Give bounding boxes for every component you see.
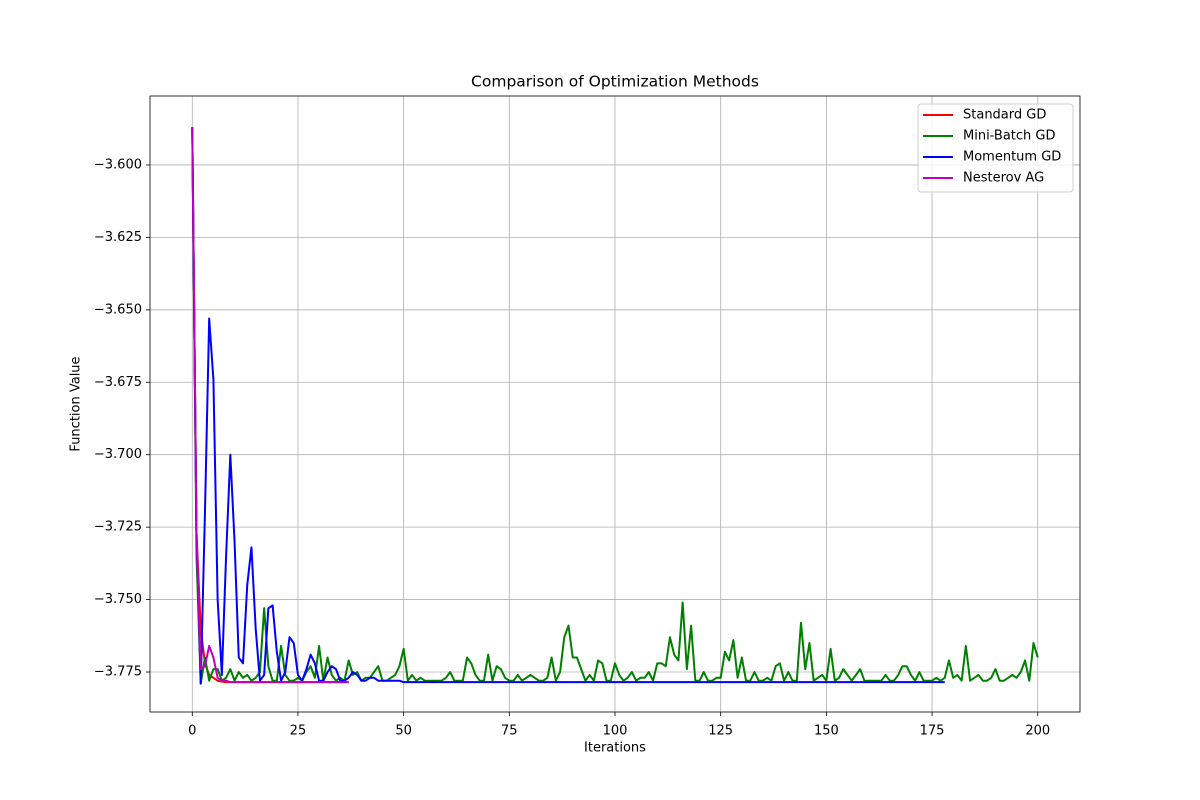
x-tick-label: 150 — [814, 724, 839, 739]
x-tick-label: 25 — [290, 724, 307, 739]
x-tick-label: 100 — [603, 724, 628, 739]
y-tick-label: −3.700 — [94, 447, 142, 462]
series-line — [191, 127, 945, 685]
x-tick-label: 75 — [501, 724, 518, 739]
legend-label: Nesterov AG — [963, 171, 1044, 186]
x-axis-label: Iterations — [584, 741, 646, 756]
y-axis-label: Function Value — [69, 356, 84, 451]
legend-box — [917, 103, 1074, 193]
y-tick-label: −3.650 — [94, 302, 142, 317]
series-line — [191, 127, 1039, 685]
x-tick-label: 50 — [395, 724, 412, 739]
legend-label: Mini-Batch GD — [963, 129, 1056, 144]
y-tick-label: −3.775 — [94, 665, 142, 680]
y-tick-label: −3.600 — [94, 157, 142, 172]
x-tick-label: 125 — [708, 724, 733, 739]
series-line — [191, 127, 349, 684]
y-tick-label: −3.675 — [94, 375, 142, 390]
x-tick-label: 0 — [188, 724, 196, 739]
y-tick-label: −3.625 — [94, 230, 142, 245]
legend-label: Standard GD — [963, 108, 1046, 123]
legend-label: Momentum GD — [963, 150, 1061, 165]
chart-title: Comparison of Optimization Methods — [471, 73, 759, 91]
y-tick-label: −3.725 — [94, 520, 142, 535]
plot-frame — [149, 95, 1081, 713]
x-tick-label: 200 — [1025, 724, 1050, 739]
y-tick-label: −3.750 — [94, 592, 142, 607]
x-tick-label: 175 — [920, 724, 945, 739]
